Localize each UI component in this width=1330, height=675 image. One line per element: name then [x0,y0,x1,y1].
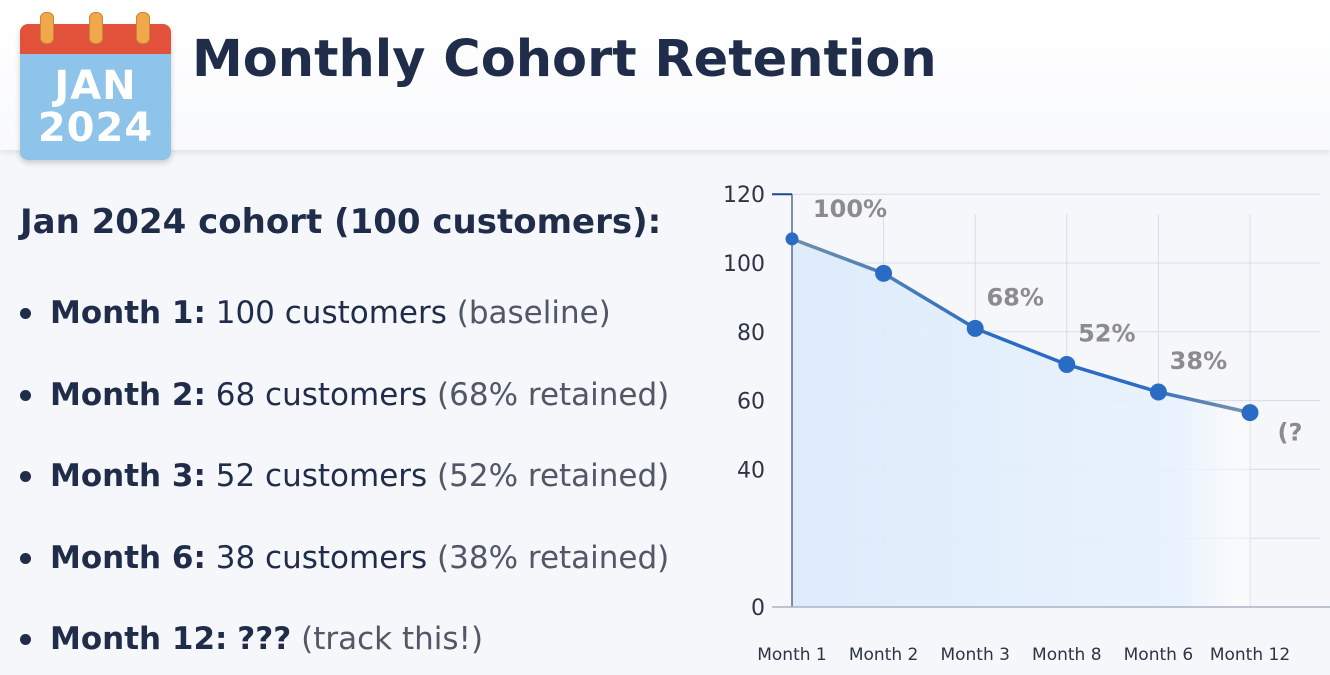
bullet-label: Month 1: [50,295,206,331]
data-label: 68% [986,283,1043,311]
bullet-note: (38% retained) [437,540,670,576]
data-label: 38% [1170,347,1227,375]
y-tick-label: 0 [751,596,765,621]
header-band [0,0,1330,150]
bullet-count: 38 customers [215,540,428,576]
y-tick-label: 40 [737,458,765,483]
y-tick-label: 60 [737,390,765,415]
series-line [791,237,1251,415]
list-item: Month 6: 38 customers (38% retained) [20,540,669,576]
data-label: 100% [813,195,887,223]
bullet-count: 100 customers [215,295,447,331]
bullet-dot-icon [20,307,31,319]
data-point [1149,383,1167,401]
bullet-note: (baseline) [456,295,611,331]
bullet-label: Month 3: [50,458,206,494]
y-tick-label: 120 [723,183,765,208]
x-tick-label: Month 6 [1124,645,1194,665]
x-tick-label: Month 1 [757,645,827,665]
data-point [966,319,984,337]
x-tick-label: Month 8 [1032,645,1102,665]
list-item: Month 1: 100 customers (baseline) [20,295,611,331]
bullet-label: Month 12: [50,621,228,657]
bullet-count: ??? [237,621,292,657]
y-tick-label: 100 [723,252,765,277]
bullet-note: (68% retained) [437,377,670,413]
bullet-note: (52% retained) [437,458,670,494]
calendar-month: JAN [54,63,137,109]
x-tick-label: Month 12 [1210,645,1290,665]
bullet-dot-icon [20,389,31,401]
calendar-body: JAN 2024 [20,54,171,160]
bullet-label: Month 2: [50,377,206,413]
bullet-label: Month 6: [50,540,206,576]
list-item: Month 12: ??? (track this!) [20,621,483,657]
bullet-count: 52 customers [215,458,428,494]
data-point [1241,404,1259,422]
bullet-note: (track this!) [301,621,484,657]
bullet-dot-icon [20,552,31,564]
x-tick-label: Month 2 [849,645,919,665]
data-point [1058,355,1076,373]
list-item: Month 2: 68 customers (68% retained) [20,377,669,413]
data-label: (? [1278,419,1303,447]
page-title: Monthly Cohort Retention [192,30,937,89]
list-item: Month 3: 52 customers (52% retained) [20,458,669,494]
bullet-dot-icon [20,470,31,482]
y-tick-label: 80 [737,321,765,346]
calendar-ring-icon [40,12,54,44]
retention-area [792,238,1250,608]
data-point [875,264,893,282]
data-point [785,232,799,246]
data-label: 52% [1078,319,1135,347]
calendar-ring-icon [89,12,103,44]
bullet-count: 68 customers [215,377,428,413]
retention-chart: 100% 68% 52% 38% (? 0 40 60 80 100 120 Month 1 Mont… [723,183,1330,665]
calendar-ring-icon [136,12,150,44]
x-tick-label: Month 3 [940,645,1010,665]
cohort-subtitle: Jan 2024 cohort (100 customers): [20,202,662,242]
bullet-dot-icon [20,633,31,645]
calendar-year: 2024 [37,105,154,151]
calendar-icon: JAN 2024 [20,12,171,160]
